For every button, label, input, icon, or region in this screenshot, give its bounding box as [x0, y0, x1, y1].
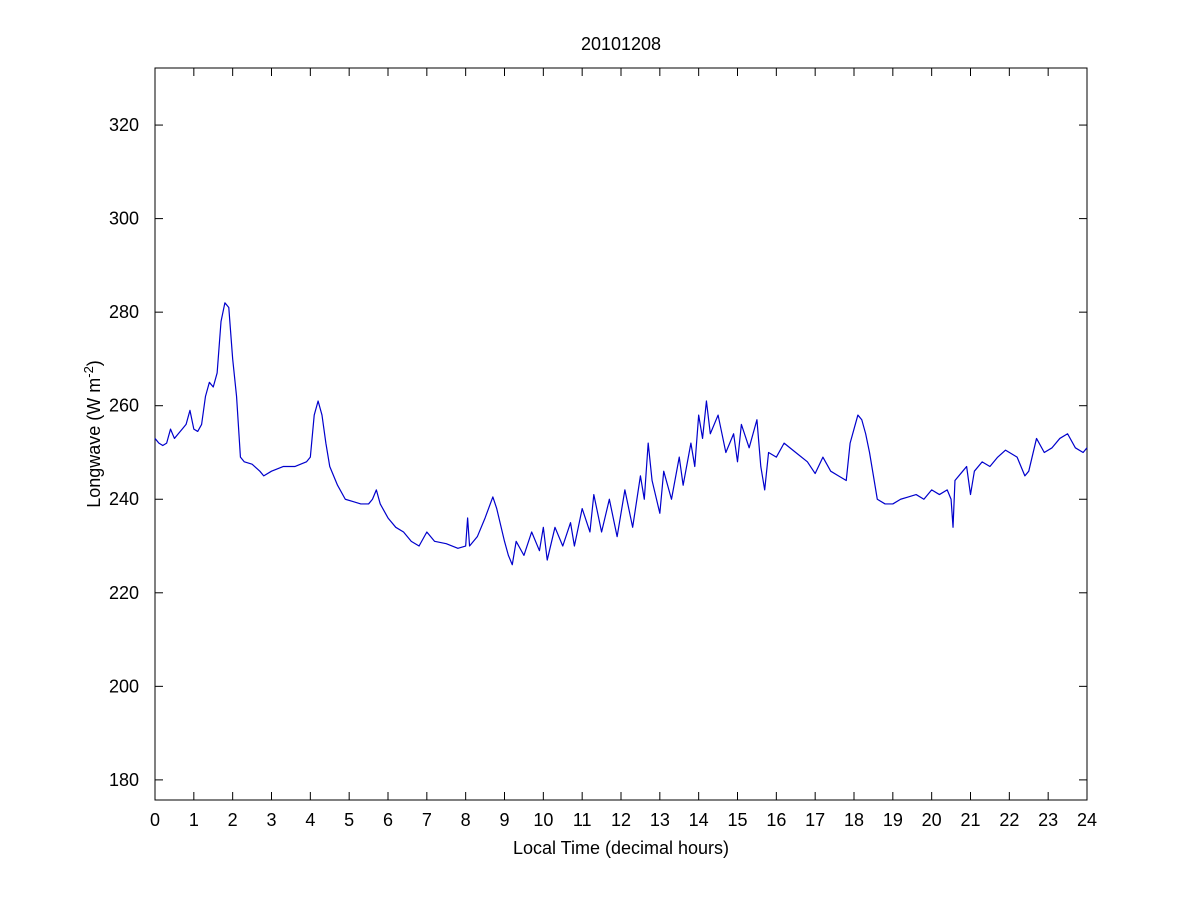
x-tick-label: 18 — [844, 810, 864, 830]
x-tick-label: 10 — [533, 810, 553, 830]
x-tick-label: 4 — [305, 810, 315, 830]
chart-title: 20101208 — [581, 34, 661, 54]
x-tick-label: 5 — [344, 810, 354, 830]
y-label-superscript: -2 — [81, 366, 96, 378]
x-tick-label: 1 — [189, 810, 199, 830]
x-tick-label: 19 — [883, 810, 903, 830]
y-tick-label: 300 — [109, 209, 139, 229]
y-label-suffix: ) — [84, 360, 104, 366]
x-tick-label: 24 — [1077, 810, 1097, 830]
x-tick-label: 7 — [422, 810, 432, 830]
y-tick-label: 280 — [109, 302, 139, 322]
x-tick-label: 9 — [499, 810, 509, 830]
y-axis-label: Longwave (W m-2) — [81, 360, 104, 508]
y-tick-label: 260 — [109, 396, 139, 416]
x-tick-label: 23 — [1038, 810, 1058, 830]
x-axis-label: Local Time (decimal hours) — [513, 838, 729, 858]
x-tick-label: 21 — [960, 810, 980, 830]
x-tick-label: 16 — [766, 810, 786, 830]
x-tick-label: 14 — [689, 810, 709, 830]
x-tick-label: 20 — [922, 810, 942, 830]
x-tick-label: 11 — [573, 810, 592, 830]
x-tick-label: 0 — [150, 810, 160, 830]
y-tick-label: 220 — [109, 583, 139, 603]
data-line — [154, 302, 1088, 566]
x-tick-label: 3 — [266, 810, 276, 830]
x-tick-label: 2 — [228, 810, 238, 830]
y-label-text: Longwave (W m — [84, 378, 104, 508]
y-tick-label: 240 — [109, 489, 139, 509]
x-tick-label: 15 — [727, 810, 747, 830]
x-tick-label: 6 — [383, 810, 393, 830]
y-tick-label: 320 — [109, 115, 139, 135]
x-tick-label: 8 — [461, 810, 471, 830]
plot-frame — [154, 67, 1088, 801]
x-tick-label: 12 — [611, 810, 631, 830]
x-tick-label: 17 — [805, 810, 825, 830]
x-tick-label: 22 — [999, 810, 1019, 830]
y-tick-label: 200 — [109, 676, 139, 696]
x-tick-label: 13 — [650, 810, 670, 830]
y-tick-label: 180 — [109, 770, 139, 790]
